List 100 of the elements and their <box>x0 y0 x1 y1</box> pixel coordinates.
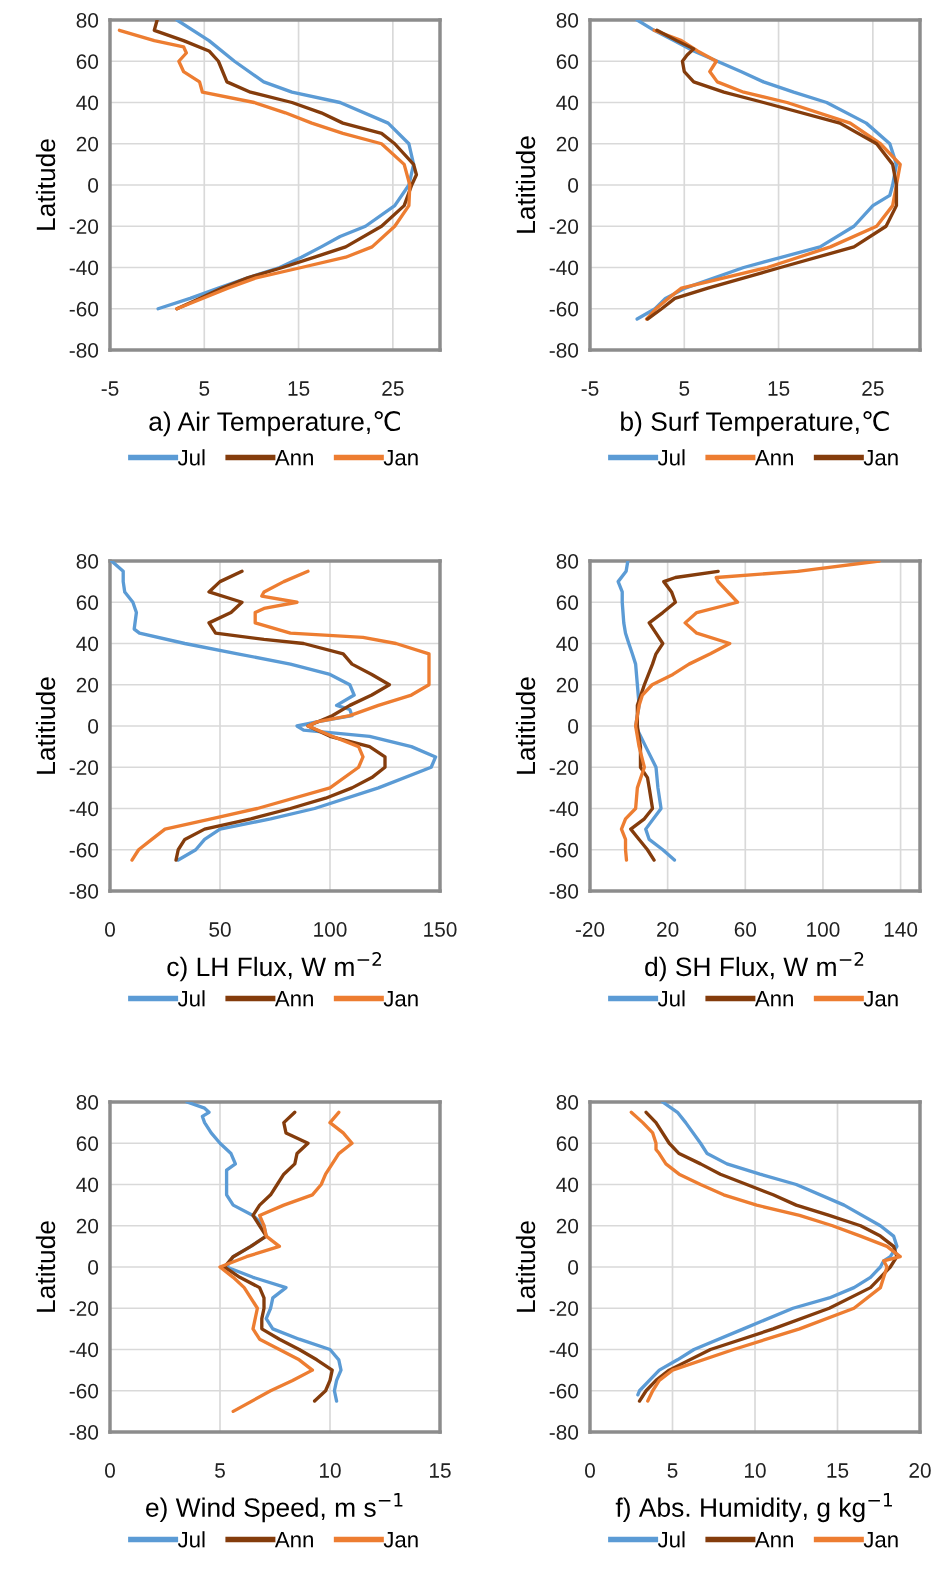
y-tick-label: 20 <box>76 136 99 152</box>
legend-label: Ann <box>274 991 313 1007</box>
x-tick-label: 5 <box>667 1463 678 1478</box>
legend-label: Ann <box>274 1532 313 1548</box>
y-tick-label: 80 <box>556 13 579 28</box>
y-tick-label: 40 <box>76 1177 99 1193</box>
x-tick-label: 150 <box>424 922 457 937</box>
y-tick-label: 20 <box>76 1218 99 1234</box>
y-tick-label: -40 <box>69 801 99 817</box>
x-tick-label: 100 <box>807 922 840 937</box>
legend-label: Jul <box>657 449 685 466</box>
y-tick-label: 40 <box>556 1177 579 1193</box>
y-tick-label: -60 <box>549 301 579 317</box>
x-tick-label: 15 <box>288 381 310 396</box>
y-tick-label: 20 <box>556 1218 579 1234</box>
y-tick-label: 60 <box>556 595 579 610</box>
x-tick-label: 10 <box>745 1463 766 1478</box>
y-tick-label: 0 <box>568 1260 579 1275</box>
x-tick-label: 25 <box>862 381 884 396</box>
x-tick-label: 60 <box>734 922 757 937</box>
x-tick-label: 15 <box>827 1463 849 1478</box>
y-tick-label: -60 <box>69 842 99 858</box>
x-axis-title: e) Wind Speed, m s$^{−1}$ <box>146 1493 403 1523</box>
x-tick-label: -5 <box>101 381 119 396</box>
line-series <box>218 1110 354 1414</box>
y-axis-title: Latitude <box>35 139 56 230</box>
x-tick-label: 5 <box>679 381 690 396</box>
y-tick-label: -40 <box>69 1342 99 1358</box>
y-tick-label: 40 <box>556 95 579 111</box>
y-tick-label: 20 <box>556 677 579 693</box>
y-tick-label: 60 <box>556 1136 579 1151</box>
x-tick-label: 15 <box>768 381 790 396</box>
y-tick-label: 20 <box>76 677 99 693</box>
y-tick-label: 0 <box>568 178 579 193</box>
y-tick-label: 60 <box>76 1136 99 1151</box>
legend-label: Ann <box>754 1532 793 1548</box>
legend-label: Jul <box>657 990 685 1007</box>
x-axis-title: d) SH Flux, W m$^{−2}$ <box>645 952 864 982</box>
y-tick-label: -60 <box>69 1383 99 1399</box>
y-tick-label: -80 <box>69 1425 99 1440</box>
y-tick-label: -40 <box>549 801 579 817</box>
line-series <box>174 569 392 862</box>
y-tick-label: -80 <box>69 343 99 358</box>
x-axis-title: b) Surf Temperature,℃ <box>621 411 889 437</box>
x-tick-label: 0 <box>585 1463 595 1478</box>
y-tick-label: -80 <box>549 1425 579 1440</box>
y-tick-label: 40 <box>76 636 99 652</box>
x-tick-label: 10 <box>320 1463 341 1478</box>
y-axis-title: Latitude <box>35 1221 56 1312</box>
y-tick-label: 60 <box>556 54 579 69</box>
y-axis-title: Latitiude <box>35 677 56 774</box>
y-tick-label: 80 <box>76 13 99 28</box>
y-tick-label: -80 <box>69 884 99 899</box>
line-series <box>619 561 881 862</box>
y-tick-label: 60 <box>76 595 99 610</box>
y-tick-label: -20 <box>549 760 579 775</box>
legend-label: Jan <box>863 991 898 1007</box>
legend-label: Jan <box>383 991 418 1007</box>
x-tick-label: 20 <box>909 1463 931 1478</box>
y-tick-label: -20 <box>69 1301 99 1316</box>
y-axis-title: Latitiude <box>515 677 536 774</box>
y-tick-label: 80 <box>76 554 99 569</box>
y-tick-label: 0 <box>88 719 99 734</box>
legend-label: Jul <box>177 1531 205 1548</box>
y-tick-label: 40 <box>556 636 579 652</box>
x-axis-title: c) LH Flux, W m$^{−2}$ <box>167 952 382 982</box>
y-tick-label: -20 <box>549 219 579 234</box>
legend-label: Jul <box>657 1531 685 1548</box>
y-tick-label: 40 <box>76 95 99 111</box>
legend-label: Ann <box>754 991 793 1007</box>
x-tick-label: 0 <box>105 1463 115 1478</box>
y-tick-label: 20 <box>556 136 579 152</box>
y-axis-title: Latitiude <box>515 136 536 233</box>
x-axis-title: f) Abs. Humidity, g kg$^{−1}$ <box>615 1493 892 1523</box>
y-tick-label: -40 <box>549 260 579 276</box>
y-tick-label: -20 <box>69 219 99 234</box>
x-tick-label: -5 <box>581 381 599 396</box>
x-tick-label: 5 <box>199 381 210 396</box>
y-tick-label: 60 <box>76 54 99 69</box>
x-tick-label: 15 <box>430 1463 451 1478</box>
line-series <box>222 1110 334 1403</box>
y-tick-label: -20 <box>549 1301 579 1316</box>
legend-label: Jan <box>863 1532 898 1548</box>
y-tick-label: -60 <box>549 842 579 858</box>
legend-label: Ann <box>274 450 313 466</box>
y-tick-label: 80 <box>556 1095 579 1110</box>
x-axis-title: a) Air Temperature,℃ <box>149 411 400 437</box>
y-tick-label: -40 <box>69 260 99 276</box>
legend-label: Jan <box>383 1532 418 1548</box>
x-tick-label: 20 <box>657 922 679 937</box>
y-tick-label: 80 <box>556 554 579 569</box>
y-tick-label: -60 <box>69 301 99 317</box>
x-tick-label: 50 <box>209 922 231 937</box>
legend-label: Jan <box>863 450 898 466</box>
y-tick-label: 0 <box>568 719 579 734</box>
x-tick-label: 5 <box>215 1463 225 1478</box>
y-axis-title: Latitude <box>515 1221 536 1312</box>
y-tick-label: 0 <box>88 1260 99 1275</box>
x-tick-label: 140 <box>884 922 918 937</box>
line-series <box>117 28 412 311</box>
